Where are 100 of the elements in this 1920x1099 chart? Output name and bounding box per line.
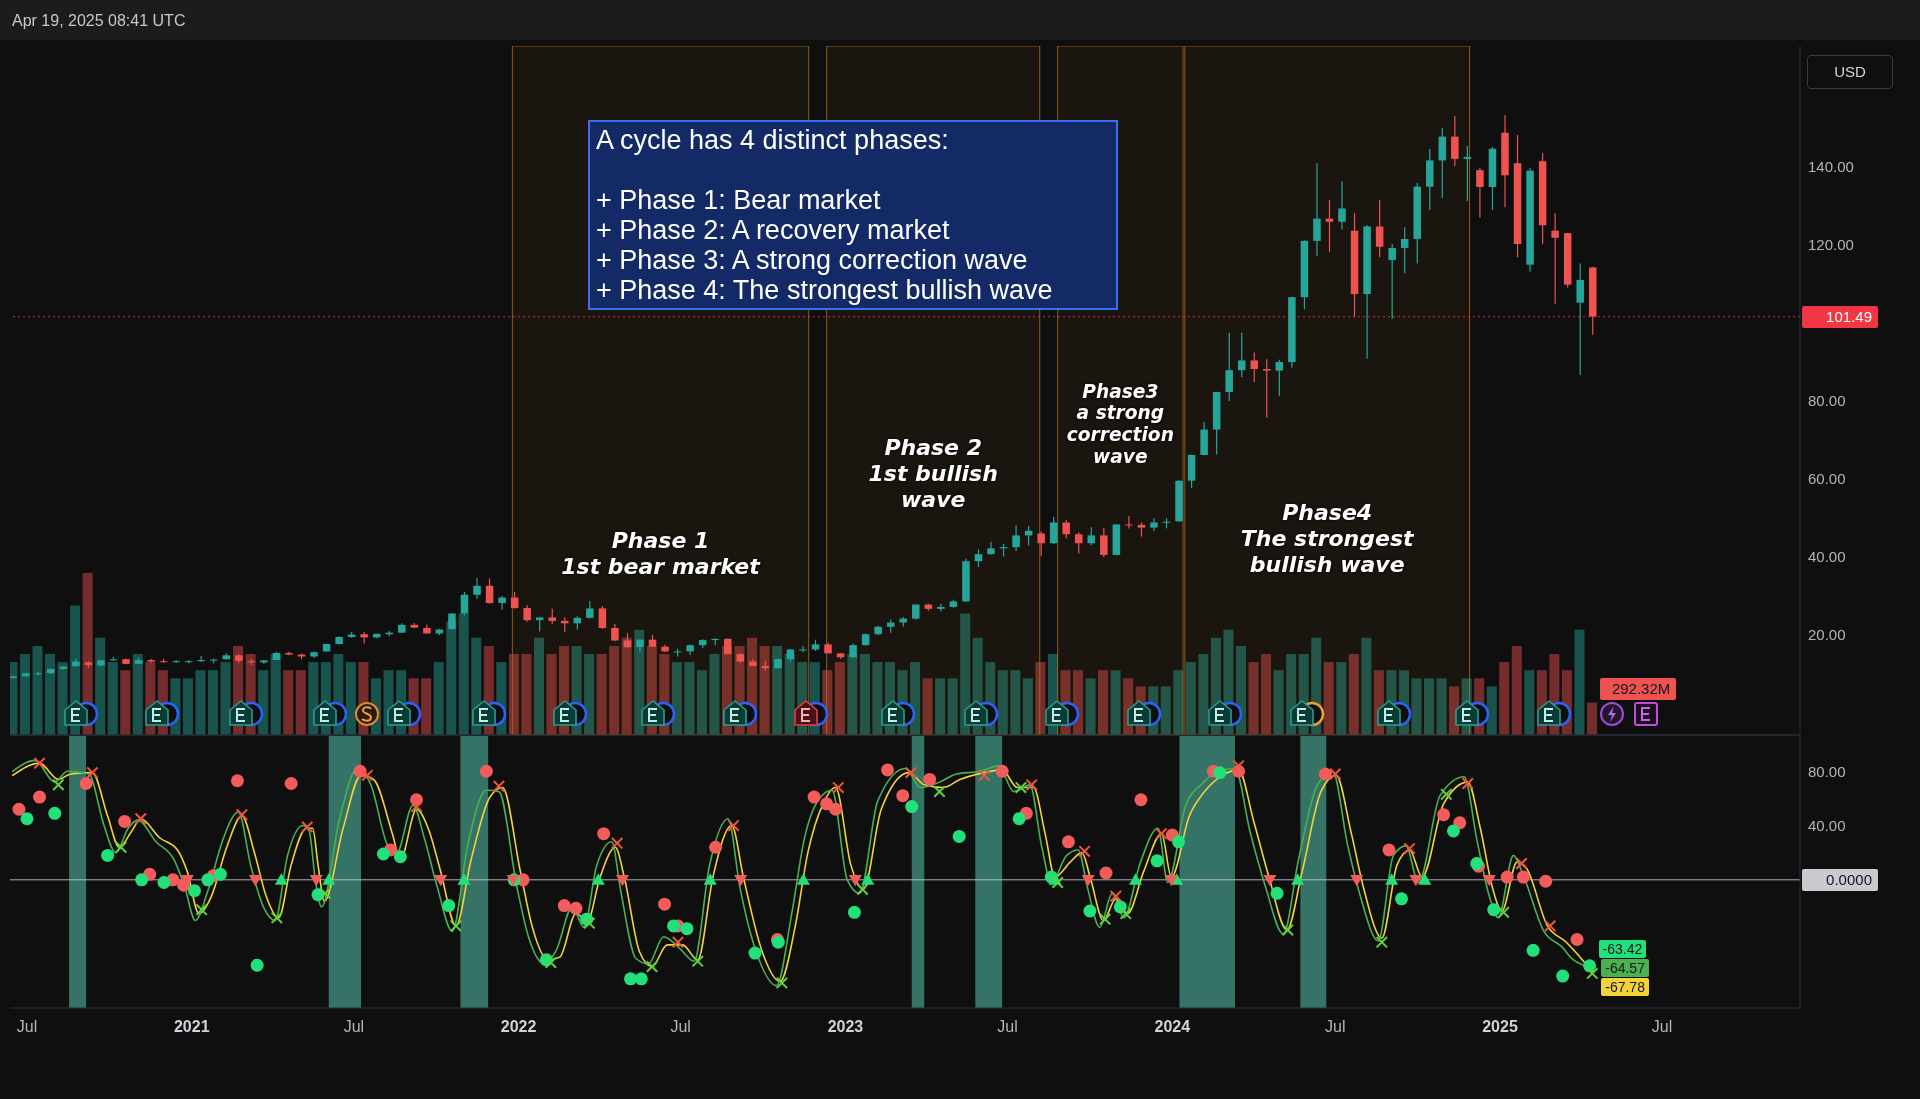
point xyxy=(1291,873,1305,885)
candlestick xyxy=(1062,519,1070,540)
point xyxy=(1539,874,1553,888)
point xyxy=(1556,969,1570,983)
point xyxy=(187,884,201,898)
point xyxy=(1263,874,1277,887)
x-tick-label: Jul xyxy=(343,1018,365,1035)
point xyxy=(905,800,919,814)
annotation: 292.32M xyxy=(1600,677,1677,700)
point xyxy=(933,785,946,798)
ref-line-label: 0.0000 xyxy=(1802,868,1878,891)
bar xyxy=(120,670,131,735)
point xyxy=(79,776,93,790)
point xyxy=(952,829,966,843)
candlestick xyxy=(1375,199,1384,258)
x-tick-label: Jul xyxy=(16,1018,38,1035)
point xyxy=(1409,874,1423,887)
candlestick xyxy=(987,541,995,556)
point xyxy=(12,802,26,816)
point xyxy=(1213,766,1227,780)
point xyxy=(703,873,717,885)
band-label: Phase 2 1st bullish wave xyxy=(867,435,999,514)
point xyxy=(393,850,407,864)
point xyxy=(1014,781,1028,794)
point xyxy=(1440,788,1453,801)
point xyxy=(583,917,596,930)
candlestick xyxy=(1338,180,1346,231)
annotation: A cycle has 4 distinct phases: + Phase 1: Bear market + Phase 2: A recovery market + Phase 3: A strong correction wave + Phase 4: The strongest bullish wave xyxy=(588,120,1118,310)
x-tick-label: 2023 xyxy=(827,1018,864,1035)
point xyxy=(658,897,672,911)
point xyxy=(361,769,374,782)
point xyxy=(610,836,624,850)
candlestick xyxy=(1275,359,1284,397)
point xyxy=(691,955,704,968)
point xyxy=(634,972,648,986)
point xyxy=(727,819,740,832)
y-tick-label: 140.00 xyxy=(1808,157,1854,175)
point xyxy=(896,789,910,803)
point xyxy=(284,776,298,790)
point xyxy=(1446,824,1460,838)
candlestick xyxy=(1125,515,1133,529)
point xyxy=(645,960,659,973)
band-label: Phase4 The strongest bullish wave xyxy=(1239,500,1415,578)
point xyxy=(1129,873,1143,885)
x-tick-label: Jul xyxy=(1325,1018,1346,1035)
candlestick xyxy=(1388,243,1396,320)
point xyxy=(201,873,215,887)
point xyxy=(671,936,685,949)
point xyxy=(775,976,789,990)
point xyxy=(832,781,845,794)
point xyxy=(557,899,571,913)
x-tick-label: 2025 xyxy=(1482,1018,1518,1035)
point xyxy=(807,790,821,804)
y-axis-title: USD xyxy=(1807,55,1893,89)
x-tick-label: Jul xyxy=(997,1018,1018,1035)
point xyxy=(195,903,208,916)
candlestick xyxy=(1476,167,1484,219)
point xyxy=(1281,923,1294,937)
x-tick-label: Jul xyxy=(670,1018,691,1035)
point xyxy=(1570,932,1584,946)
bar xyxy=(421,678,432,735)
point xyxy=(1516,870,1530,884)
point xyxy=(1109,889,1123,903)
band-label: Phase3 a strong correction wave xyxy=(1065,380,1175,469)
candlestick xyxy=(1100,527,1108,558)
point xyxy=(1232,759,1245,773)
candlestick xyxy=(1012,524,1020,552)
bar xyxy=(295,670,306,735)
point xyxy=(544,956,558,969)
point xyxy=(709,840,723,854)
point xyxy=(1155,827,1168,840)
y-tick-label: 40.00 xyxy=(1808,548,1846,566)
point xyxy=(1329,767,1342,781)
y-tick-label: 40.00 xyxy=(1808,816,1846,834)
point xyxy=(410,800,423,813)
data-label: -67.78 xyxy=(1601,978,1649,997)
bar xyxy=(1511,645,1522,735)
point xyxy=(1482,874,1496,887)
point xyxy=(796,873,810,885)
bar xyxy=(1499,662,1510,735)
y-tick-label: 60.00 xyxy=(1808,470,1846,488)
x-tick-label: Jul xyxy=(1651,1018,1673,1035)
point xyxy=(1270,886,1284,900)
point xyxy=(1500,870,1514,884)
point xyxy=(1403,842,1416,855)
point xyxy=(829,802,843,816)
candlestick xyxy=(1049,516,1058,545)
point xyxy=(1078,845,1091,858)
candlestick xyxy=(1075,531,1083,554)
candlestick xyxy=(473,577,481,600)
point xyxy=(1098,912,1112,926)
point xyxy=(250,958,264,972)
point xyxy=(1081,874,1095,887)
data-label: -64.57 xyxy=(1601,959,1649,978)
candlestick xyxy=(498,595,506,611)
point xyxy=(995,764,1009,778)
point xyxy=(881,763,895,777)
y-tick-label: 80.00 xyxy=(1808,762,1846,780)
point xyxy=(1418,873,1432,885)
point xyxy=(274,873,288,885)
